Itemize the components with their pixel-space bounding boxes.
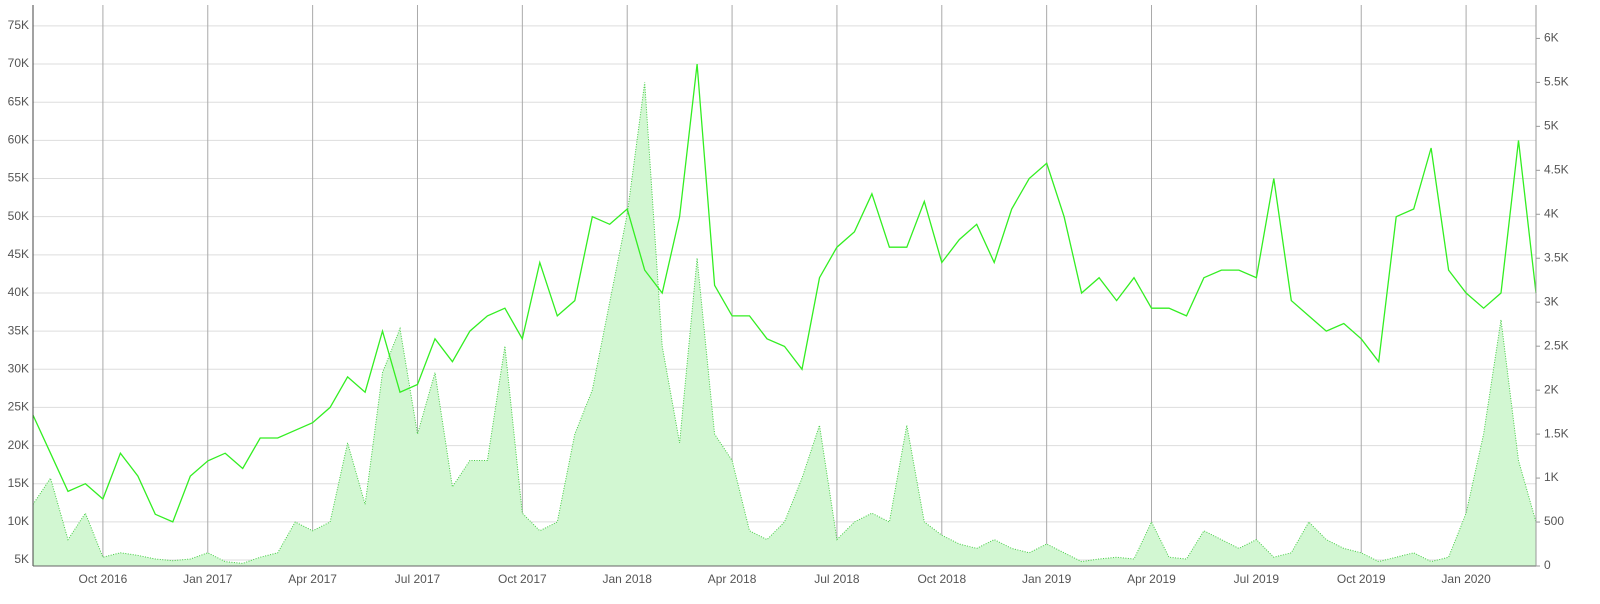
y2-tick-label: 1.5K xyxy=(1544,426,1569,440)
y2-tick-label: 6K xyxy=(1544,31,1559,45)
x-tick-label: Jan 2019 xyxy=(1022,572,1072,586)
y-tick-label: 30K xyxy=(8,361,29,375)
y-tick-label: 35K xyxy=(8,323,29,337)
y2-tick-label: 2K xyxy=(1544,382,1559,396)
line xyxy=(32,64,1537,523)
x-tick-label: Apr 2017 xyxy=(288,572,337,586)
x-tick-label: Jan 2018 xyxy=(603,572,653,586)
y2-tick-label: 2.5K xyxy=(1544,338,1569,352)
y-tick-label: 15K xyxy=(8,476,29,490)
y2-tick-label: 4.5K xyxy=(1544,162,1569,176)
area-line xyxy=(32,82,1537,564)
y-tick-label: 20K xyxy=(8,438,29,452)
x-tick-label: Jan 2017 xyxy=(183,572,233,586)
x-tick-label: Oct 2018 xyxy=(917,572,966,586)
y2-tick-label: 4K xyxy=(1544,206,1559,220)
y-tick-label: 50K xyxy=(8,209,29,223)
y-tick-label: 5K xyxy=(14,552,29,566)
x-tick-label: Jul 2018 xyxy=(814,572,860,586)
y2-tick-label: 5K xyxy=(1544,119,1559,133)
x-tick-label: Oct 2016 xyxy=(79,572,128,586)
x-tick-label: Jan 2020 xyxy=(1441,572,1491,586)
y-tick-label: 40K xyxy=(8,285,29,299)
y2-tick-label: 500 xyxy=(1544,514,1564,528)
y-tick-label: 55K xyxy=(8,171,29,185)
x-tick-label: Apr 2019 xyxy=(1127,572,1176,586)
x-tick-label: Jul 2019 xyxy=(1234,572,1280,586)
x-tick-label: Jul 2017 xyxy=(395,572,441,586)
y-tick-label: 10K xyxy=(8,514,29,528)
x-tick-label: Apr 2018 xyxy=(708,572,757,586)
area-fill xyxy=(33,82,1536,567)
y2-tick-label: 0 xyxy=(1544,558,1551,572)
x-tick-label: Oct 2019 xyxy=(1337,572,1386,586)
y-tick-label: 65K xyxy=(8,94,29,108)
y2-tick-label: 5.5K xyxy=(1544,75,1569,89)
y-tick-label: 60K xyxy=(8,133,29,147)
x-tick-label: Oct 2017 xyxy=(498,572,547,586)
y-tick-label: 75K xyxy=(8,18,29,32)
y-tick-label: 70K xyxy=(8,56,29,70)
y-tick-label: 25K xyxy=(8,400,29,414)
y2-tick-label: 1K xyxy=(1544,470,1559,484)
y2-tick-label: 3K xyxy=(1544,294,1559,308)
y2-tick-label: 3.5K xyxy=(1544,250,1569,264)
y-tick-label: 45K xyxy=(8,247,29,261)
